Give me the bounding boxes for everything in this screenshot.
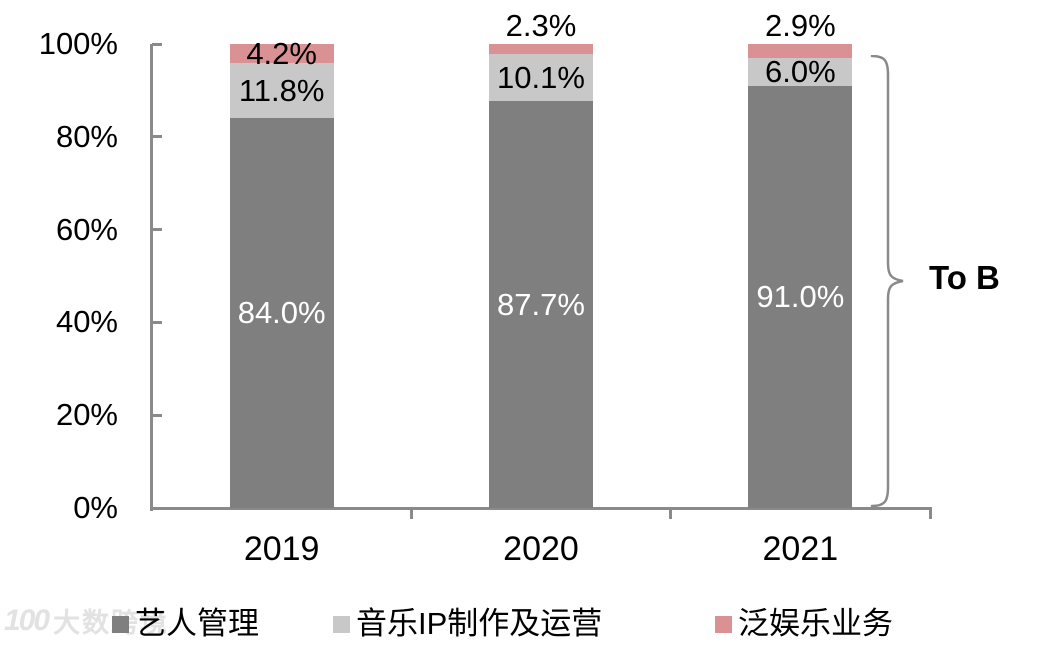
bar-segment: [229, 44, 334, 64]
y-axis-tick-label: 60%: [55, 211, 118, 247]
legend-item-music-ip: 音乐IP制作及运营: [333, 606, 602, 642]
watermark: 100 大数跨境: [4, 601, 169, 640]
bar-segment-label: 87.7%: [497, 286, 585, 322]
y-axis-tick-label: 40%: [55, 304, 118, 340]
bar-segment: [229, 63, 334, 119]
legend-item-artist-management: 艺人管理: [112, 606, 259, 642]
x-axis-tick: [409, 508, 413, 519]
bar-segment: [489, 43, 593, 55]
y-axis-tick: [152, 42, 162, 46]
bar-segment: [748, 85, 853, 508]
bar-segment: [748, 57, 853, 86]
bar-segment-label: 91.0%: [756, 278, 845, 314]
y-axis-line: [150, 44, 153, 511]
bar-segment-label: 11.8%: [238, 72, 325, 108]
legend-swatch-icon: [333, 615, 350, 633]
y-axis-tick: [152, 506, 162, 510]
y-axis-tick: [152, 228, 162, 232]
legend-item-pan-entertainment: 泛娱乐业务: [715, 606, 893, 642]
watermark-logo-icon: 100: [4, 603, 50, 637]
legend-label: 泛娱乐业务: [738, 606, 893, 641]
to-b-annotation-label: To B: [929, 259, 1000, 296]
bar-segment-label: 2.9%: [764, 8, 836, 44]
x-axis-category-label: 2019: [243, 530, 320, 568]
y-axis-tick-label: 20%: [55, 397, 118, 433]
x-axis-tick: [669, 508, 673, 519]
legend-label: 音乐IP制作及运营: [356, 606, 603, 641]
bar-segment-label: 10.1%: [497, 59, 585, 95]
legend-swatch-icon: [715, 615, 732, 633]
y-axis-tick: [152, 320, 162, 324]
legend-swatch-icon: [112, 615, 129, 633]
x-axis-category-label: 2020: [503, 530, 579, 568]
y-axis-tick: [152, 413, 162, 417]
y-axis-tick-label: 80%: [55, 118, 118, 154]
legend-label: 艺人管理: [135, 606, 259, 641]
y-axis-tick-label: 100%: [38, 26, 118, 61]
x-axis-tick: [928, 508, 932, 519]
bar-segment: [489, 54, 593, 102]
bar-segment-label: 84.0%: [237, 295, 326, 331]
y-axis-tick: [152, 135, 162, 139]
bar-segment: [229, 118, 334, 508]
x-axis-category-label: 2021: [762, 530, 839, 568]
bar-segment-label: 4.2%: [246, 35, 317, 71]
bar-segment: [489, 101, 593, 508]
y-axis-tick-label: 0%: [73, 490, 118, 525]
x-axis-line: [150, 507, 932, 510]
watermark-brand-text: 大数跨境: [53, 601, 169, 640]
bar-segment: [748, 44, 853, 58]
bar-segment-label: 2.3%: [505, 7, 577, 43]
to-b-brace-bracket: [870, 55, 904, 507]
bar-segment-label: 6.0%: [764, 53, 836, 89]
